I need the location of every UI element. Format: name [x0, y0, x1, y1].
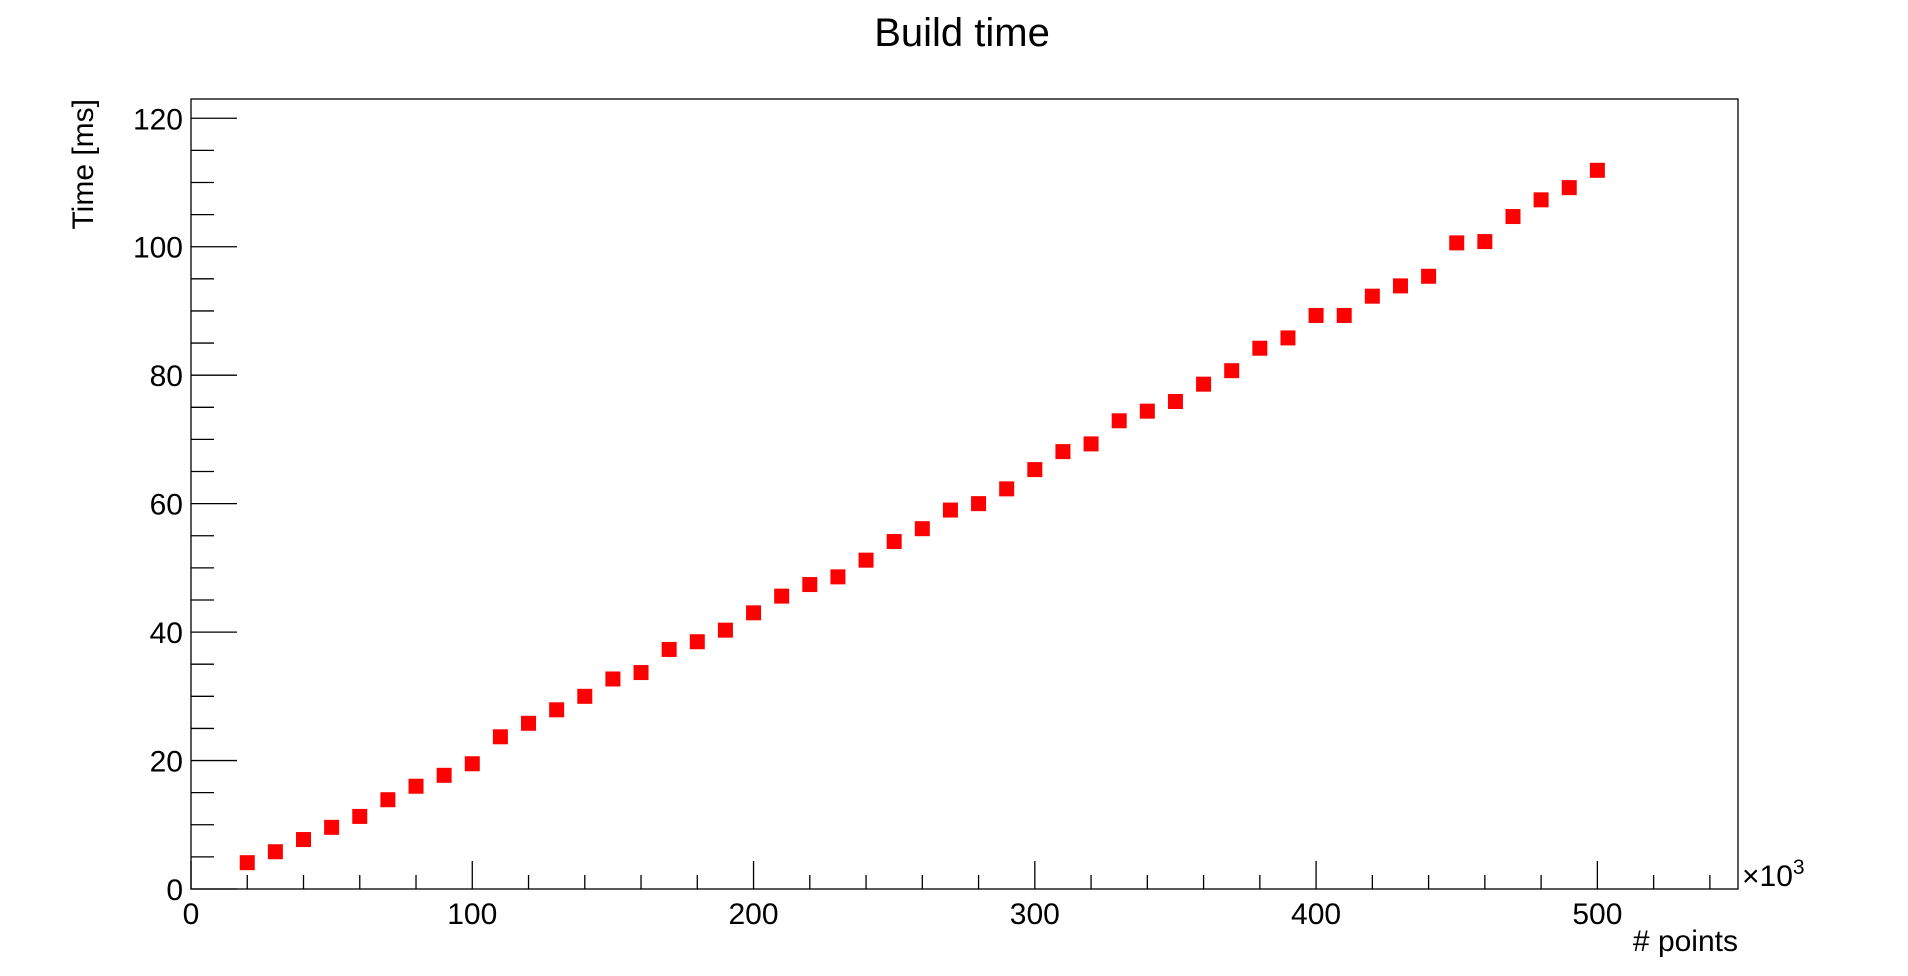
data-point: [380, 792, 396, 808]
y-tick-label: 60: [150, 489, 183, 522]
data-point: [1055, 444, 1071, 460]
data-point: [1139, 403, 1155, 419]
data-point: [267, 844, 283, 860]
plot-frame: [190, 98, 1739, 890]
x-axis-label: # points: [1633, 925, 1738, 958]
data-point: [492, 729, 508, 745]
data-point: [886, 534, 902, 550]
data-point: [296, 832, 312, 848]
data-point: [999, 481, 1015, 497]
x-tick-label: 100: [447, 898, 497, 931]
data-point: [1280, 330, 1296, 346]
data-point: [1308, 307, 1324, 323]
x-axis-multiplier: ×103: [1742, 856, 1805, 893]
data-point: [1533, 192, 1549, 208]
x-tick-label: 500: [1572, 898, 1622, 931]
x-axis-multiplier-base: ×10: [1742, 860, 1793, 893]
x-tick-label: 0: [183, 898, 200, 931]
data-point: [577, 688, 593, 704]
y-axis-label: Time [ms]: [67, 99, 100, 230]
data-point: [661, 641, 677, 657]
data-point: [633, 665, 649, 681]
data-point: [436, 767, 452, 783]
data-point: [1505, 209, 1521, 225]
data-point: [830, 569, 846, 585]
data-point: [774, 588, 790, 604]
y-tick-label: 20: [150, 746, 183, 779]
data-point: [1167, 394, 1183, 410]
data-point: [549, 702, 565, 718]
data-point: [1421, 268, 1437, 284]
x-tick-label: 300: [1010, 898, 1060, 931]
chart-title: Build time: [874, 11, 1050, 55]
data-series: [239, 162, 1605, 871]
data-point: [1364, 288, 1380, 304]
data-point: [1252, 340, 1268, 356]
x-tick-label: 200: [729, 898, 779, 931]
data-point: [717, 622, 733, 638]
y-tick-label: 0: [166, 874, 183, 907]
data-point: [914, 521, 930, 537]
data-point: [689, 634, 705, 650]
data-point: [521, 715, 537, 731]
data-point: [239, 855, 255, 871]
data-point: [802, 577, 818, 593]
data-point: [1589, 162, 1605, 178]
data-point: [942, 502, 958, 518]
y-tick-label: 100: [133, 232, 183, 265]
data-point: [352, 808, 368, 824]
data-point: [408, 778, 424, 794]
data-point: [464, 756, 480, 772]
data-point: [1224, 363, 1240, 379]
x-tick-label: 400: [1291, 898, 1341, 931]
data-point: [746, 605, 762, 621]
y-axis: 0 20 40 60 80 100 120: [133, 103, 237, 907]
data-point: [1196, 376, 1212, 392]
data-point: [1027, 462, 1043, 478]
data-point: [1477, 234, 1493, 250]
x-axis: 0 100 200 300 400 500: [183, 861, 1711, 931]
data-point: [1392, 278, 1408, 294]
y-tick-label: 120: [133, 103, 183, 136]
data-point: [1449, 235, 1465, 251]
data-point: [971, 496, 987, 512]
data-point: [1083, 436, 1099, 452]
data-point: [1111, 413, 1127, 429]
x-axis-multiplier-exponent: 3: [1793, 856, 1805, 879]
data-point: [605, 671, 621, 687]
data-point: [324, 819, 340, 835]
data-point: [1336, 307, 1352, 323]
data-point: [1561, 180, 1577, 196]
y-tick-label: 40: [150, 617, 183, 650]
data-point: [858, 552, 874, 568]
y-tick-label: 80: [150, 360, 183, 393]
